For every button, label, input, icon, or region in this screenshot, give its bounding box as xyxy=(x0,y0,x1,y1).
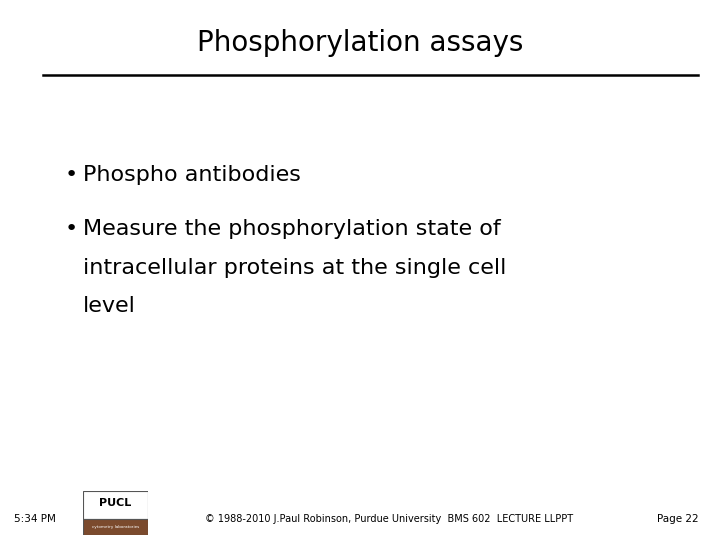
Text: level: level xyxy=(83,296,135,316)
Bar xyxy=(83,519,148,535)
Text: Phosphorylation assays: Phosphorylation assays xyxy=(197,29,523,57)
Text: intracellular proteins at the single cell: intracellular proteins at the single cel… xyxy=(83,258,506,278)
Text: •: • xyxy=(65,165,78,185)
Text: cytometry laboratories: cytometry laboratories xyxy=(91,525,139,529)
Text: © 1988-2010 J.Paul Robinson, Purdue University  BMS 602  LECTURE LLPPT: © 1988-2010 J.Paul Robinson, Purdue Univ… xyxy=(205,515,573,524)
Bar xyxy=(83,491,148,519)
Text: •: • xyxy=(65,219,78,239)
Text: Page 22: Page 22 xyxy=(657,515,698,524)
Text: Phospho antibodies: Phospho antibodies xyxy=(83,165,301,185)
Text: Measure the phosphorylation state of: Measure the phosphorylation state of xyxy=(83,219,500,239)
Text: 5:34 PM: 5:34 PM xyxy=(14,515,56,524)
Text: PUCL: PUCL xyxy=(99,498,131,509)
